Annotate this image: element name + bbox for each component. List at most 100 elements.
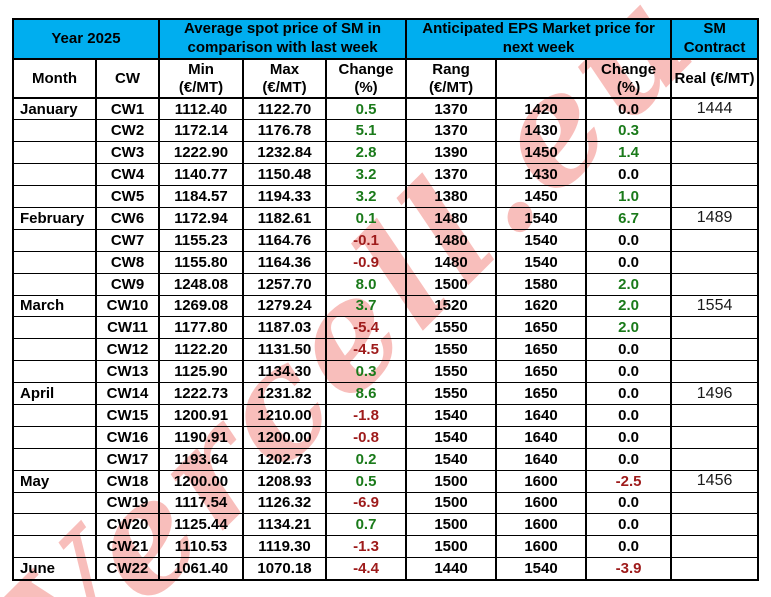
cell-max: 1208.93: [242, 469, 327, 493]
cell-min: 1061.40: [158, 557, 244, 581]
cell-eps-low: 1480: [405, 206, 498, 230]
cell-min: 1269.08: [158, 294, 244, 318]
cell-eps-low: 1540: [405, 425, 498, 449]
cell-eps-high: 1430: [495, 119, 588, 143]
cell-max: 1070.18: [242, 557, 327, 581]
cell-spot-change: -0.1: [324, 228, 408, 252]
cell-min: 1172.14: [158, 119, 244, 143]
cell-spot-change: -1.8: [324, 403, 408, 427]
cell-eps-change: 0.0: [585, 425, 673, 449]
cell-cw: CW1: [95, 97, 160, 121]
cell-spot-change: -4.4: [324, 557, 408, 581]
cell-max: 1164.76: [242, 228, 327, 252]
cell-eps-high: 1600: [495, 513, 588, 537]
cell-real: [670, 557, 760, 581]
table-row: CW19 1117.54 1126.32 -6.9 1500 1600 0.0: [12, 491, 760, 515]
cell-eps-low: 1520: [405, 294, 498, 318]
cell-month: [12, 163, 97, 187]
cell-spot-change: 3.2: [324, 163, 408, 187]
col-header-max: Max (€/MT): [242, 58, 327, 99]
cell-eps-low: 1500: [405, 513, 498, 537]
cell-spot-change: -0.8: [324, 425, 408, 449]
cell-eps-change: 0.0: [585, 447, 673, 471]
cell-max: 1231.82: [242, 382, 327, 405]
cell-real: [670, 272, 760, 296]
cell-eps-high: 1600: [495, 491, 588, 515]
cell-eps-high: 1600: [495, 469, 588, 493]
cell-eps-high: 1650: [495, 338, 588, 362]
cell-spot-change: -6.9: [324, 491, 408, 515]
cell-eps-change: -3.9: [585, 557, 673, 581]
cell-eps-low: 1540: [405, 403, 498, 427]
cell-max: 1122.70: [242, 97, 327, 121]
table-row: CW13 1125.90 1134.30 0.3 1550 1650 0.0: [12, 360, 760, 384]
cell-min: 1125.44: [158, 513, 244, 537]
cell-real: [670, 447, 760, 471]
col-header-rang: Rang (€/MT): [405, 58, 498, 99]
cell-eps-change: 0.0: [585, 382, 673, 405]
cell-spot-change: 3.2: [324, 185, 408, 208]
cell-eps-low: 1480: [405, 228, 498, 252]
cell-eps-low: 1540: [405, 447, 498, 471]
cell-max: 1200.00: [242, 425, 327, 449]
cell-month: May: [12, 469, 97, 493]
table-row: CW2 1172.14 1176.78 5.1 1370 1430 0.3: [12, 119, 760, 143]
cell-eps-low: 1370: [405, 119, 498, 143]
cell-max: 1131.50: [242, 338, 327, 362]
cell-min: 1193.64: [158, 447, 244, 471]
cell-cw: CW17: [95, 447, 160, 471]
cell-month: February: [12, 206, 97, 230]
cell-month: [12, 403, 97, 427]
sm-price-table: Year 2025 Average spot price of SM in co…: [12, 18, 760, 581]
cell-eps-low: 1480: [405, 250, 498, 274]
cell-month: [12, 425, 97, 449]
cell-eps-change: 0.0: [585, 360, 673, 384]
cell-real: 1444: [670, 97, 760, 121]
cell-spot-change: -4.5: [324, 338, 408, 362]
col-header-min: Min (€/MT): [158, 58, 244, 99]
table-row: CW12 1122.20 1131.50 -4.5 1550 1650 0.0: [12, 338, 760, 362]
table-row: CW3 1222.90 1232.84 2.8 1390 1450 1.4: [12, 141, 760, 165]
cell-spot-change: 3.7: [324, 294, 408, 318]
cell-eps-change: 0.3: [585, 119, 673, 143]
cell-min: 1117.54: [158, 491, 244, 515]
cell-eps-change: 0.0: [585, 228, 673, 252]
cell-max: 1210.00: [242, 403, 327, 427]
cell-max: 1176.78: [242, 119, 327, 143]
cell-real: [670, 119, 760, 143]
table-row: CW9 1248.08 1257.70 8.0 1500 1580 2.0: [12, 272, 760, 296]
cell-cw: CW16: [95, 425, 160, 449]
cell-spot-change: 0.3: [324, 360, 408, 384]
cell-max: 1232.84: [242, 141, 327, 165]
cell-max: 1194.33: [242, 185, 327, 208]
cell-eps-change: 0.0: [585, 250, 673, 274]
cell-eps-high: 1540: [495, 557, 588, 581]
cell-spot-change: 0.1: [324, 206, 408, 230]
cell-min: 1155.23: [158, 228, 244, 252]
cell-month: [12, 338, 97, 362]
cell-cw: CW2: [95, 119, 160, 143]
cell-cw: CW15: [95, 403, 160, 427]
cell-eps-high: 1540: [495, 250, 588, 274]
table-row: CW7 1155.23 1164.76 -0.1 1480 1540 0.0: [12, 228, 760, 252]
cell-min: 1155.80: [158, 250, 244, 274]
cell-real: [670, 338, 760, 362]
cell-cw: CW11: [95, 316, 160, 340]
cell-max: 1279.24: [242, 294, 327, 318]
sm-contract-group-header: SM Contract: [670, 18, 760, 60]
cell-eps-high: 1540: [495, 228, 588, 252]
table-row: CW16 1190.91 1200.00 -0.8 1540 1640 0.0: [12, 425, 760, 449]
column-header-row: Month CW Min (€/MT) Max (€/MT) Change (%…: [12, 58, 760, 99]
cell-eps-low: 1390: [405, 141, 498, 165]
cell-spot-change: 2.8: [324, 141, 408, 165]
cell-eps-low: 1440: [405, 557, 498, 581]
cell-eps-low: 1380: [405, 185, 498, 208]
cell-spot-change: 8.6: [324, 382, 408, 405]
cell-cw: CW21: [95, 535, 160, 559]
cell-min: 1200.00: [158, 469, 244, 493]
cell-month: [12, 491, 97, 515]
cell-cw: CW22: [95, 557, 160, 581]
cell-eps-change: 0.0: [585, 97, 673, 121]
cell-max: 1150.48: [242, 163, 327, 187]
cell-eps-change: 1.4: [585, 141, 673, 165]
